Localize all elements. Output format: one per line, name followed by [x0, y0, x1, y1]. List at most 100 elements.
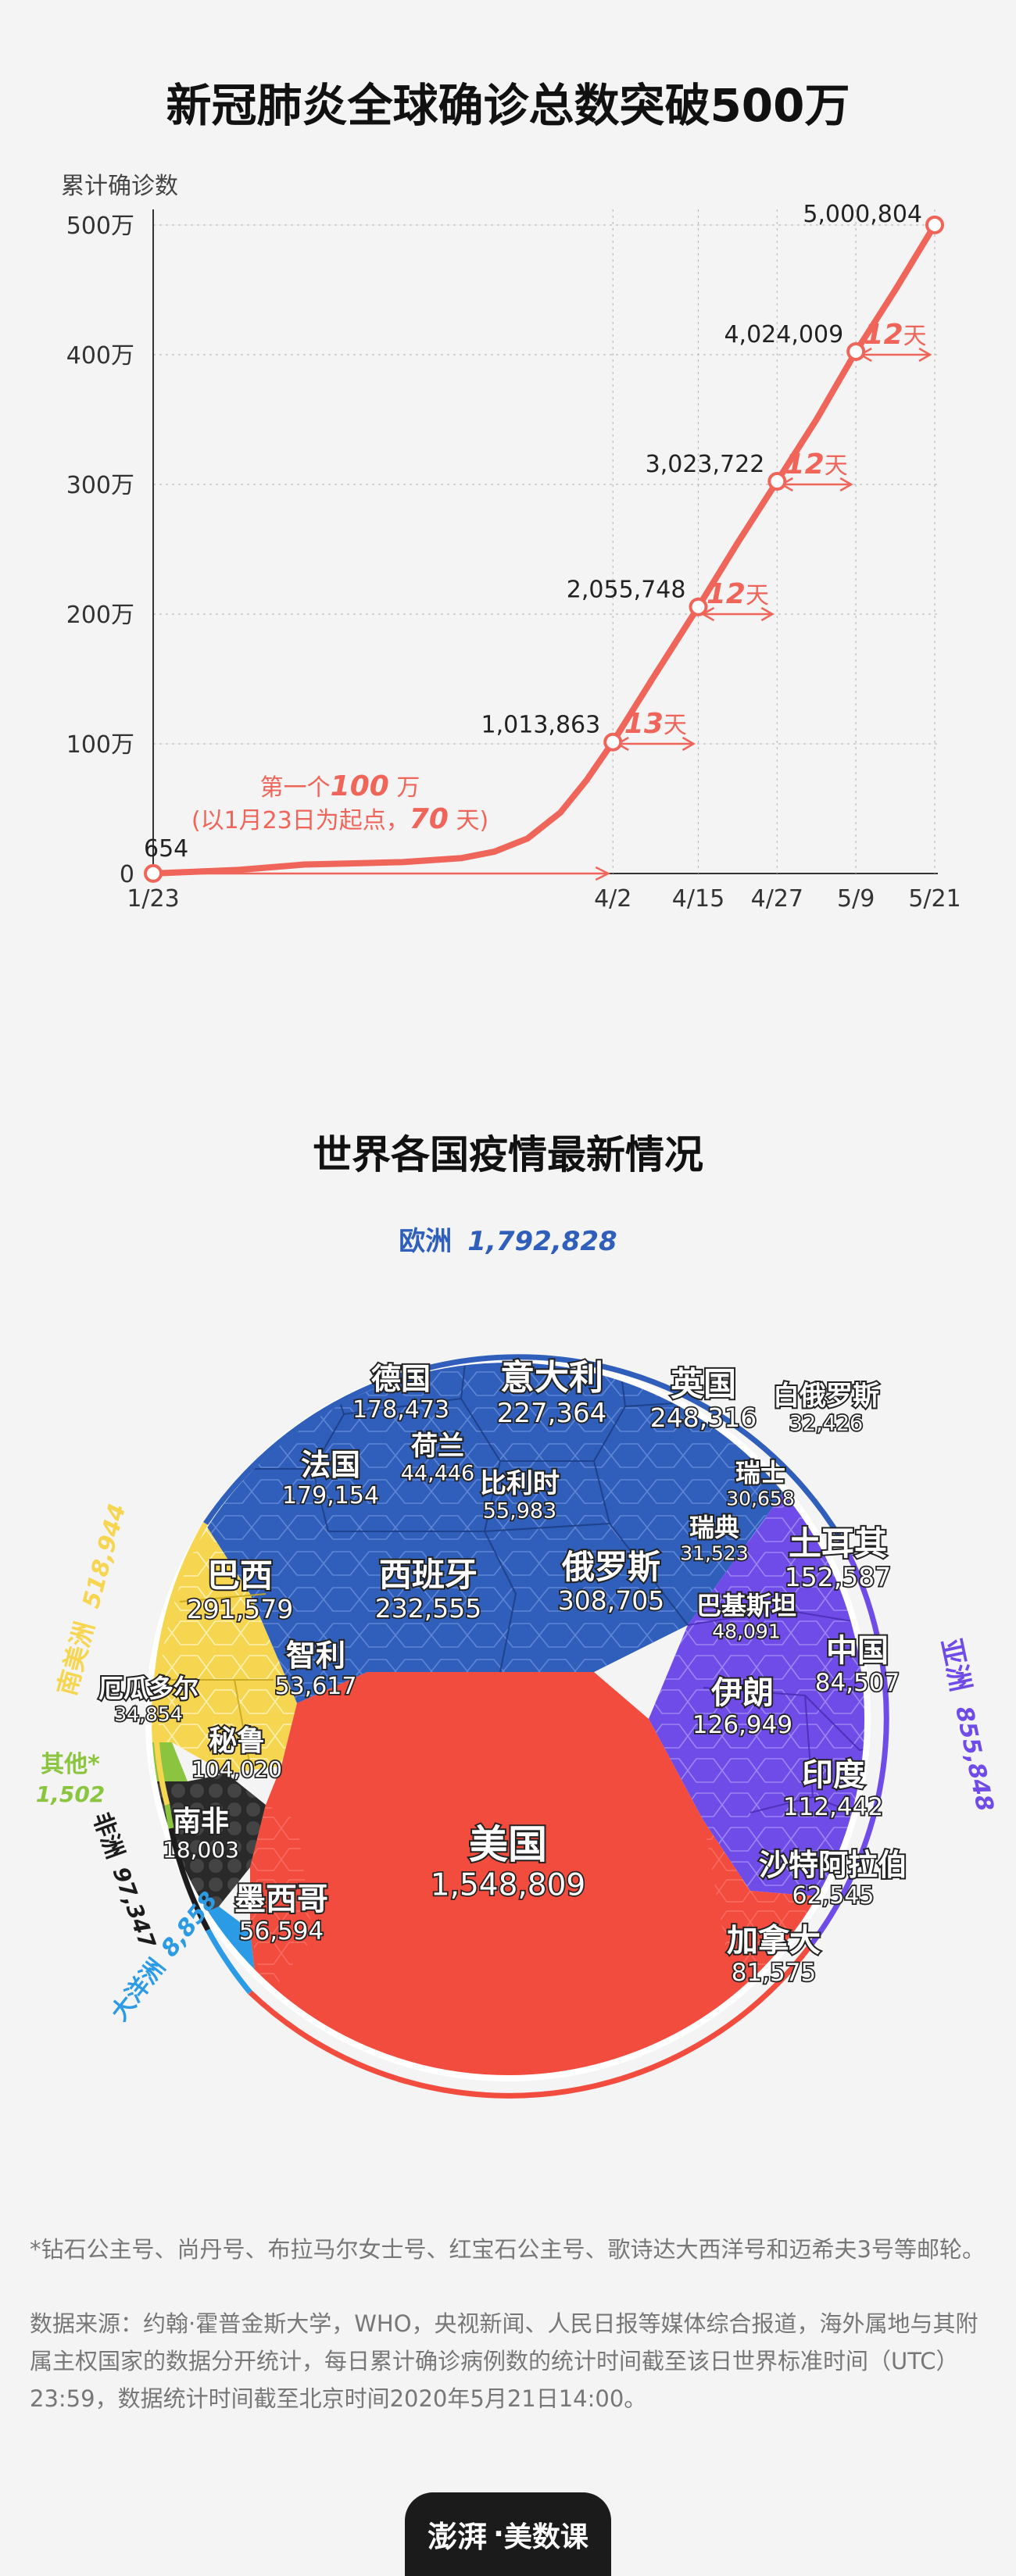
data-point — [767, 472, 787, 491]
footer: 澎湃 · 美数课 — [0, 2492, 1016, 2576]
y-axis-title: 累计确诊数 — [61, 173, 178, 200]
country-name: 南非 — [173, 1806, 229, 1838]
data-label: 4,024,009 — [724, 321, 843, 348]
country-value: 178,473 — [352, 1396, 449, 1424]
country-name: 秘鲁 — [209, 1725, 265, 1757]
brand-separator: · — [493, 2518, 504, 2550]
country-value: 248,316 — [650, 1402, 757, 1433]
continent-name-value: 欧洲 1,792,828 — [399, 1226, 617, 1257]
country-value: 291,579 — [187, 1594, 293, 1624]
data-point — [846, 342, 866, 362]
data-point — [603, 732, 623, 752]
country-name: 土耳其 — [789, 1524, 887, 1563]
country-value: 44,446 — [401, 1461, 474, 1485]
interval-days-label: 12天 — [864, 319, 927, 351]
interval-days-label: 13天 — [624, 708, 687, 740]
continent-name-value: 亚洲855,848 — [935, 1636, 1002, 1814]
country-name: 意大利 — [500, 1358, 603, 1398]
x-tick-label: 4/2 — [594, 885, 631, 913]
country-name: 加拿大 — [727, 1923, 821, 1959]
x-tick-label: 1/23 — [127, 885, 179, 913]
country-name: 英国 — [671, 1365, 736, 1403]
y-tick-label: 300万 — [66, 472, 134, 499]
country-value: 48,091 — [712, 1620, 780, 1642]
continent-label: 亚洲855,848 — [935, 1636, 1002, 1814]
country-value: 62,545 — [792, 1882, 875, 1910]
country-name: 沙特阿拉伯 — [759, 1848, 907, 1882]
x-tick-label: 4/27 — [751, 885, 803, 913]
country-value: 179,154 — [282, 1482, 379, 1510]
country-value: 56,594 — [239, 1917, 324, 1945]
brand-badge: 澎湃 · 美数课 — [405, 2492, 611, 2576]
continent-label: 南美洲518,944 — [52, 1500, 131, 1699]
country-value: 18,003 — [163, 1837, 239, 1863]
brand-logo: 澎湃 — [428, 2519, 488, 2554]
country-name: 巴西 — [207, 1556, 273, 1595]
x-tick-label: 4/15 — [672, 885, 724, 913]
y-tick-label: 0 — [120, 861, 134, 888]
country-value: 55,983 — [483, 1499, 556, 1523]
country-name: 德国 — [371, 1362, 431, 1396]
continent-name-value: 南美洲518,944 — [52, 1500, 131, 1699]
country-name: 比利时 — [480, 1468, 560, 1499]
country-value: 53,617 — [275, 1673, 357, 1700]
country-value: 34,854 — [114, 1702, 182, 1725]
country-value: 126,949 — [692, 1711, 792, 1739]
data-point — [925, 215, 944, 234]
country-value: 31,523 — [680, 1542, 748, 1564]
data-label: 5,000,804 — [803, 201, 922, 228]
continent-label: 欧洲 1,792,828 — [399, 1226, 617, 1257]
country-value: 81,575 — [732, 1959, 816, 1987]
cumulative-cases-line-chart: 累计确诊数 0 100万 200万 300万 400万 500万 1/23 4/2 4/15 4… — [61, 173, 961, 913]
country-name: 厄瓜多尔 — [98, 1674, 199, 1703]
country-name: 法国 — [301, 1448, 360, 1482]
country-name: 俄罗斯 — [561, 1548, 660, 1586]
data-source-note: 数据来源：约翰·霍普金斯大学，WHO，央视新闻、人民日报等媒体综合报道，海外属地… — [30, 2310, 978, 2412]
country-name: 中国 — [826, 1633, 889, 1669]
x-tick-label: 5/9 — [837, 885, 875, 913]
country-name: 印度 — [802, 1757, 864, 1793]
data-point — [144, 863, 163, 883]
continent-value: 1,502 — [36, 1781, 106, 1807]
y-tick-label: 200万 — [66, 602, 134, 629]
country-value: 152,587 — [785, 1562, 891, 1592]
continent-label: 非洲97,347 — [87, 1809, 161, 1953]
country-name: 西班牙 — [379, 1556, 478, 1594]
data-label: 1,013,863 — [481, 712, 601, 739]
country-name: 白俄罗斯 — [773, 1381, 879, 1412]
world-chart-title: 世界各国疫情最新情况 — [313, 1132, 703, 1177]
first-million-note-line2: (以1月23日为起点，70 天) — [191, 803, 488, 835]
country-value: 112,442 — [783, 1793, 883, 1821]
x-tick-label: 5/21 — [908, 885, 961, 913]
country-name: 墨西哥 — [234, 1881, 328, 1917]
main-title: 新冠肺炎全球确诊总数突破500万 — [166, 79, 850, 132]
y-tick-label: 100万 — [66, 731, 134, 759]
y-tick-label: 400万 — [66, 342, 134, 370]
interval-days-label: 12天 — [707, 578, 769, 610]
country-value: 30,658 — [726, 1487, 794, 1510]
country-value: 104,020 — [191, 1756, 282, 1782]
series-line — [150, 221, 938, 877]
footnote-cruise-ships: *钻石公主号、尚丹号、布拉马尔女士号、红宝石公主号、歌诗达大西洋号和迈希夫3号等… — [30, 2236, 985, 2263]
country-value: 84,507 — [815, 1669, 900, 1697]
region-north-america — [250, 1672, 868, 2078]
country-value: 227,364 — [497, 1398, 607, 1429]
country-name: 瑞典 — [689, 1513, 739, 1542]
data-label: 2,055,748 — [567, 577, 686, 604]
country-value: 1,548,809 — [431, 1868, 586, 1903]
country-name: 美国 — [469, 1822, 547, 1867]
column-name: 美数课 — [503, 2521, 588, 2553]
data-label: 3,023,722 — [646, 451, 765, 478]
interval-days-label: 12天 — [785, 448, 848, 481]
country-name: 伊朗 — [710, 1675, 774, 1711]
country-value: 308,705 — [558, 1585, 664, 1616]
country-name: 瑞士 — [735, 1458, 785, 1488]
y-tick-label: 500万 — [66, 213, 134, 240]
continent-name: 其他* — [41, 1751, 100, 1778]
country-name: 智利 — [286, 1638, 345, 1673]
country-value: 32,426 — [789, 1411, 863, 1435]
country-name: 巴基斯坦 — [696, 1591, 796, 1620]
continent-name-value: 非洲97,347 — [87, 1809, 161, 1953]
country-name: 荷兰 — [411, 1431, 464, 1462]
